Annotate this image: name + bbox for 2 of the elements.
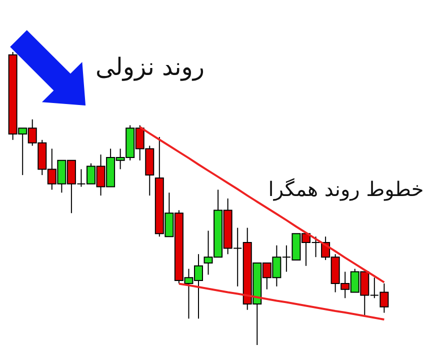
annotation: روند نزولی: [96, 53, 204, 81]
annotation: خطوط روند همگرا: [268, 177, 424, 201]
